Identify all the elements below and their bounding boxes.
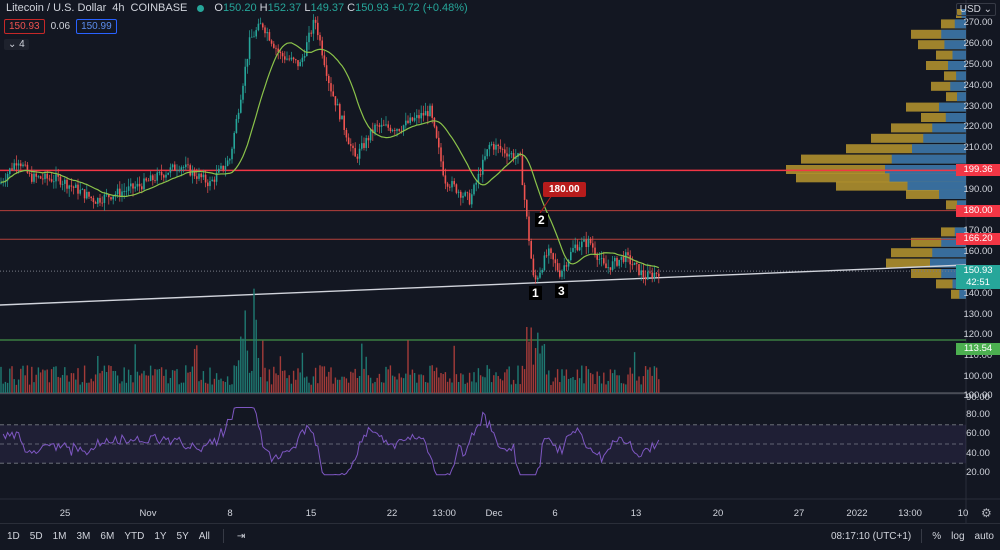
range-all[interactable]: All xyxy=(198,530,210,542)
low-value: 149.37 xyxy=(310,2,345,14)
range-1m[interactable]: 1M xyxy=(52,530,67,542)
open-label: O xyxy=(214,2,223,14)
ohlc-values: O150.20 H152.37 L149.37 C150.93 +0.72 (+… xyxy=(214,2,467,14)
time-tick: 13:00 xyxy=(432,508,456,519)
time-tick: 10 xyxy=(957,508,969,519)
interval-label[interactable]: 4h xyxy=(112,2,125,14)
time-tick: 15 xyxy=(305,508,317,519)
time-tick: 2022 xyxy=(846,508,868,519)
range-1d[interactable]: 1D xyxy=(7,530,20,542)
range-ytd[interactable]: YTD xyxy=(124,530,145,542)
price-callout: 180.00 xyxy=(543,182,586,197)
time-tick: 20 xyxy=(712,508,724,519)
close-value: 150.93 xyxy=(355,2,389,14)
rsi-tick: 40.00 xyxy=(966,447,990,459)
range-5d[interactable]: 5D xyxy=(29,530,43,542)
clock[interactable]: 08:17:10 (UTC+1) xyxy=(830,530,912,542)
close-label: C xyxy=(347,2,356,14)
price-tick: 140.00 xyxy=(963,287,993,299)
time-tick: Dec xyxy=(485,508,503,519)
time-tick: 27 xyxy=(793,508,805,519)
price-level-tag: 199.36 xyxy=(956,164,1000,177)
auto-toggle[interactable]: auto xyxy=(974,530,994,542)
buy-button[interactable]: 150.99 xyxy=(76,19,117,34)
range-5y[interactable]: 5Y xyxy=(176,530,189,542)
high-value: 152.37 xyxy=(267,2,302,14)
time-tick: Nov xyxy=(139,508,157,519)
price-tick: 220.00 xyxy=(963,121,993,133)
market-status-icon xyxy=(197,4,205,12)
log-toggle[interactable]: log xyxy=(951,530,965,542)
price-level-tag: 180.00 xyxy=(956,204,1000,217)
price-tick: 100.00 xyxy=(963,371,993,382)
price-level-tag: 113.54 xyxy=(956,342,1000,355)
price-tick: 110.00 xyxy=(963,350,993,362)
goto-date-icon[interactable]: ⇥ xyxy=(236,530,246,542)
time-tick: 6 xyxy=(552,508,558,519)
range-6m[interactable]: 6M xyxy=(100,530,115,542)
time-tick: 13 xyxy=(630,508,642,519)
point-label-1: 1 xyxy=(529,286,542,300)
spread-value: 0.06 xyxy=(50,21,71,32)
point-label-3: 3 xyxy=(555,284,568,298)
time-tick: 25 xyxy=(59,508,71,519)
price-tick: 170.00 xyxy=(963,225,993,237)
price-tick: 210.00 xyxy=(963,142,993,154)
low-label: L xyxy=(304,2,311,14)
price-tick: 230.00 xyxy=(963,100,993,112)
rsi-tick: 100.00 xyxy=(963,390,993,401)
change-percent: (+0.48%) xyxy=(422,2,468,14)
rsi-tick: 60.00 xyxy=(966,428,990,440)
exchange-label: COINBASE xyxy=(130,2,188,14)
indicators-toggle[interactable]: ⌄ 4 xyxy=(4,39,29,50)
currency-selector[interactable]: USD ⌄ xyxy=(955,3,996,16)
range-1y[interactable]: 1Y xyxy=(154,530,167,542)
price-tick: 90.00 xyxy=(966,391,990,403)
trade-row: 150.93 0.06 150.99 xyxy=(4,19,117,34)
price-level-tag: 166.20 xyxy=(956,233,1000,246)
symbol-legend: Litecoin / U.S. Dollar 4h COINBASE O150.… xyxy=(6,2,468,14)
time-tick: 13:00 xyxy=(898,508,922,519)
price-tick: 240.00 xyxy=(963,79,993,91)
price-tick: 270.00 xyxy=(963,17,993,29)
percent-toggle[interactable]: % xyxy=(932,530,942,542)
sell-button[interactable]: 150.93 xyxy=(4,19,45,34)
rsi-tick: 80.00 xyxy=(966,409,990,421)
point-label-2: 2 xyxy=(535,213,548,227)
price-tick: 130.00 xyxy=(963,308,993,320)
price-tick: 260.00 xyxy=(963,38,993,50)
open-value: 150.20 xyxy=(222,2,257,14)
range-3m[interactable]: 3M xyxy=(76,530,91,542)
price-tick: 190.00 xyxy=(963,183,993,195)
change-value: +0.72 xyxy=(391,2,420,14)
price-tick: 160.00 xyxy=(963,246,993,258)
countdown-tag: 42:51 xyxy=(956,277,1000,290)
high-label: H xyxy=(259,2,268,14)
divider xyxy=(222,529,224,543)
bottom-toolbar: 1D 5D 1M 3M 6M YTD 1Y 5Y All ⇥ 08:17:10 … xyxy=(0,523,1000,548)
price-tick: 250.00 xyxy=(963,59,993,70)
time-tick: 8 xyxy=(227,508,233,519)
rsi-tick: 20.00 xyxy=(966,466,990,478)
price-tick: 120.00 xyxy=(963,329,993,341)
symbol-title[interactable]: Litecoin / U.S. Dollar xyxy=(6,2,107,14)
settings-gear-icon[interactable]: ⚙ xyxy=(981,506,992,520)
price-level-tag: 150.93 xyxy=(956,265,1000,278)
time-tick: 22 xyxy=(386,508,398,519)
divider xyxy=(921,529,923,543)
